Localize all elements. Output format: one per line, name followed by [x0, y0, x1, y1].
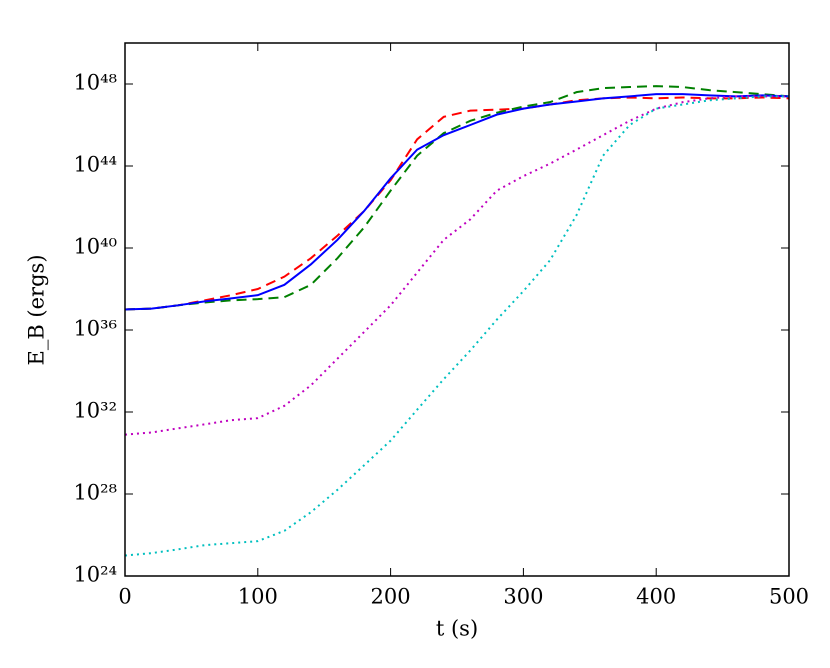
- series-line: [124, 85, 790, 311]
- series-line: [124, 95, 789, 557]
- series-line: [124, 95, 789, 436]
- y-tick-label: 10⁴⁸: [73, 71, 117, 95]
- x-tick-label: 0: [118, 585, 131, 609]
- y-tick-label: 10²⁸: [73, 481, 117, 505]
- y-tick-label: 10³⁶: [73, 317, 117, 341]
- plot-frame: [124, 42, 790, 577]
- y-tick-label: 10³²: [73, 399, 117, 423]
- x-tick-label: 200: [371, 585, 411, 609]
- x-tick-label: 400: [636, 585, 676, 609]
- y-axis-label: E_B (ergs): [25, 254, 49, 365]
- y-tick-label: 10⁴⁴: [73, 153, 117, 177]
- y-tick-label: 10⁴⁰: [73, 235, 117, 259]
- x-axis-label: t (s): [436, 617, 478, 641]
- series-line: [124, 93, 790, 311]
- y-tick-label: 10²⁴: [73, 563, 117, 587]
- x-tick-label: 300: [503, 585, 543, 609]
- x-tick-label: 100: [238, 585, 278, 609]
- x-tick-label: 500: [769, 585, 809, 609]
- series-line: [124, 96, 790, 311]
